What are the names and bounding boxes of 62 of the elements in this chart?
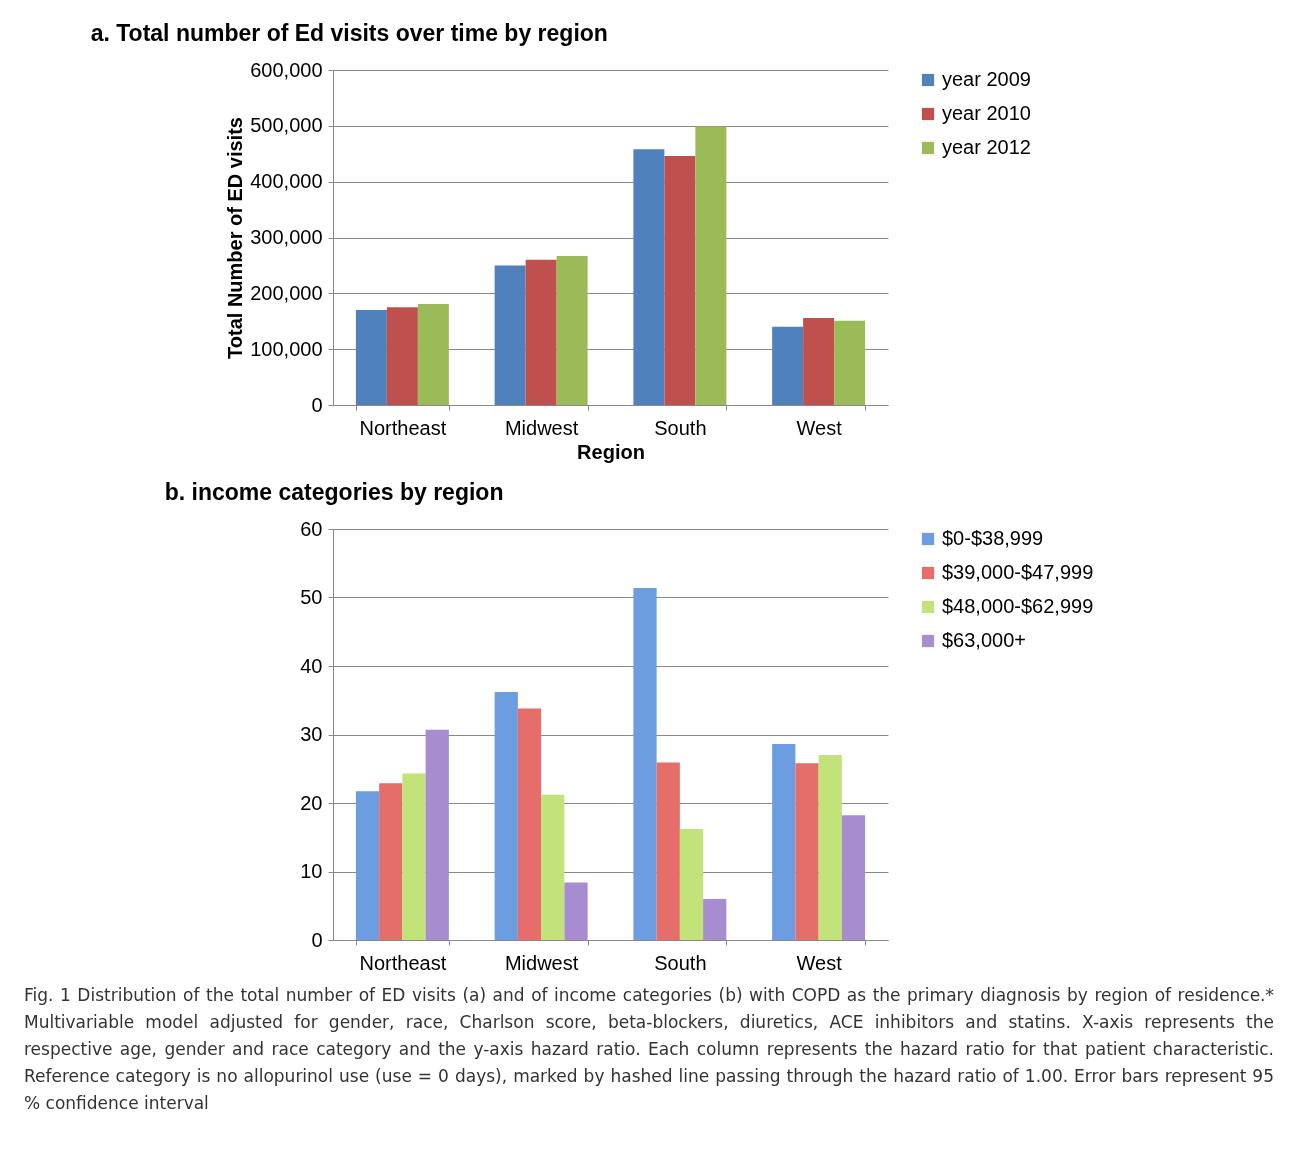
- bar: [355, 791, 380, 940]
- x-tick-label: West: [796, 416, 843, 439]
- chart-title: b. income categories by region: [164, 479, 504, 505]
- bar: [633, 149, 665, 405]
- y-tick-label: 100,000: [250, 337, 323, 360]
- bar: [494, 265, 526, 405]
- bar: [541, 794, 565, 940]
- bar: [564, 882, 588, 940]
- bar: [841, 815, 866, 940]
- bar: [695, 126, 727, 405]
- chart-title: a. Total number of Ed visits over time by region: [90, 20, 608, 46]
- bar: [633, 587, 657, 940]
- y-tick-label: 50: [300, 586, 323, 608]
- legend-label: year 2010: [942, 102, 1031, 124]
- bar: [679, 829, 704, 940]
- legend-label: $39,000-$47,999: [942, 561, 1094, 583]
- bar: [656, 762, 680, 940]
- legend-label: year 2009: [942, 68, 1031, 90]
- y-tick-label: 20: [300, 791, 323, 814]
- bar: [772, 326, 804, 405]
- x-axis-title: Region: [577, 440, 645, 463]
- bar: [803, 317, 835, 405]
- x-tick-label: Midwest: [504, 416, 579, 439]
- bar: [556, 255, 588, 405]
- bar: [664, 155, 696, 405]
- legend-label: $48,000-$62,999: [942, 595, 1094, 617]
- y-tick-label: 40: [300, 654, 323, 677]
- y-tick-label: 30: [300, 723, 323, 745]
- bar: [417, 303, 449, 405]
- bar: [494, 692, 518, 940]
- legend-label: $63,000+: [942, 629, 1026, 651]
- y-axis-title: Total Number of ED visits: [224, 117, 247, 359]
- bar: [834, 320, 866, 405]
- y-tick-label: 0: [311, 928, 323, 951]
- bar: [818, 755, 842, 940]
- x-tick-label: West: [796, 951, 843, 974]
- x-tick-label: South: [654, 951, 707, 974]
- bar: [525, 259, 557, 405]
- y-tick-label: 300,000: [250, 226, 323, 248]
- y-tick-label: 10: [300, 860, 323, 882]
- legend-label: $0-$38,999: [942, 527, 1044, 549]
- bar: [355, 310, 387, 405]
- x-tick-label: South: [654, 416, 707, 439]
- y-tick-label: 500,000: [250, 114, 323, 137]
- caption: Fig. 1 Distribution of the total number of ED visits (a) and of income categories (b) with COPD as the primary diagnosis by region of residence.* Multivariable model adjusted for gender, race, Charlson score, beta-blockers, diuretics, ACE inhibitors and statins. X-axis represents the respective age, gender and race category and the y-axis hazard ratio. Each column represents the hazard ratio for that patient characteristic. Reference category is no allopurinol use (use = 0 days), marked by hashed line passing through the hazard ratio of 1.00. Error bars represent 95 % confidence interval: [24, 984, 1274, 1115]
- bar: [772, 744, 796, 940]
- x-tick-label: Northeast: [359, 951, 447, 974]
- bar: [517, 708, 542, 940]
- y-tick-label: 600,000: [250, 58, 323, 81]
- bar: [425, 729, 449, 940]
- y-tick-label: 0: [311, 393, 323, 416]
- bar: [703, 898, 727, 940]
- y-tick-label: 200,000: [250, 281, 323, 304]
- legend-label: year 2012: [942, 136, 1031, 158]
- bar: [379, 783, 403, 940]
- x-tick-label: Midwest: [504, 951, 579, 974]
- bar: [795, 763, 819, 940]
- bar: [402, 773, 426, 940]
- y-tick-label: 400,000: [250, 170, 323, 193]
- y-tick-label: 60: [300, 517, 323, 540]
- bar: [386, 307, 418, 405]
- x-tick-label: Northeast: [359, 416, 447, 439]
